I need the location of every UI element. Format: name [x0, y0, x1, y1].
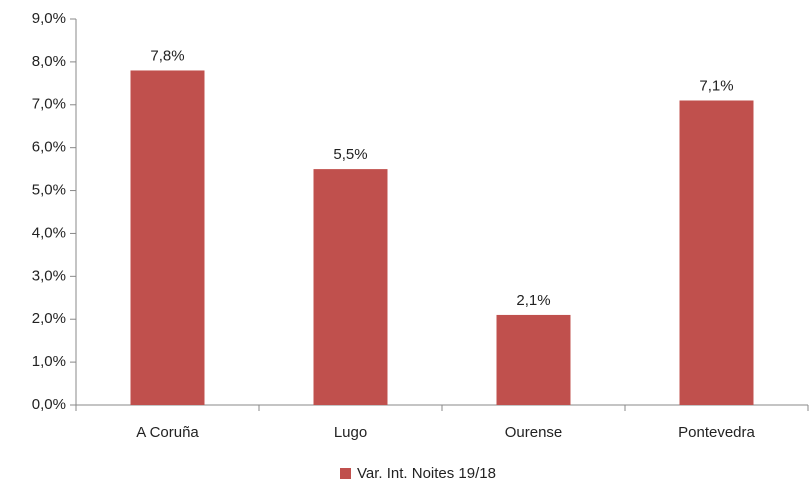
- legend-swatch: [340, 468, 351, 479]
- x-tick-label: Ourense: [505, 424, 563, 441]
- y-tick-label: 5,0%: [32, 182, 66, 199]
- bar: [130, 70, 205, 405]
- bar: [313, 169, 388, 405]
- y-tick-label: 1,0%: [32, 353, 66, 370]
- data-label: 7,8%: [150, 47, 184, 64]
- y-tick-label: 3,0%: [32, 267, 66, 284]
- y-tick-label: 6,0%: [32, 139, 66, 156]
- y-tick-label: 7,0%: [32, 96, 66, 113]
- x-tick-label: Lugo: [334, 424, 367, 441]
- y-tick-label: 8,0%: [32, 53, 66, 70]
- x-tick-label: A Coruña: [136, 424, 199, 441]
- y-tick-label: 4,0%: [32, 224, 66, 241]
- y-tick-label: 0,0%: [32, 396, 66, 413]
- y-tick-label: 9,0%: [32, 10, 66, 27]
- y-tick-label: 2,0%: [32, 310, 66, 327]
- legend-label: Var. Int. Noites 19/18: [357, 465, 496, 482]
- x-tick-label: Pontevedra: [678, 424, 755, 441]
- data-label: 7,1%: [699, 77, 733, 94]
- data-label: 2,1%: [516, 292, 550, 309]
- bar: [679, 100, 754, 405]
- bar: [496, 314, 571, 405]
- data-label: 5,5%: [333, 146, 367, 163]
